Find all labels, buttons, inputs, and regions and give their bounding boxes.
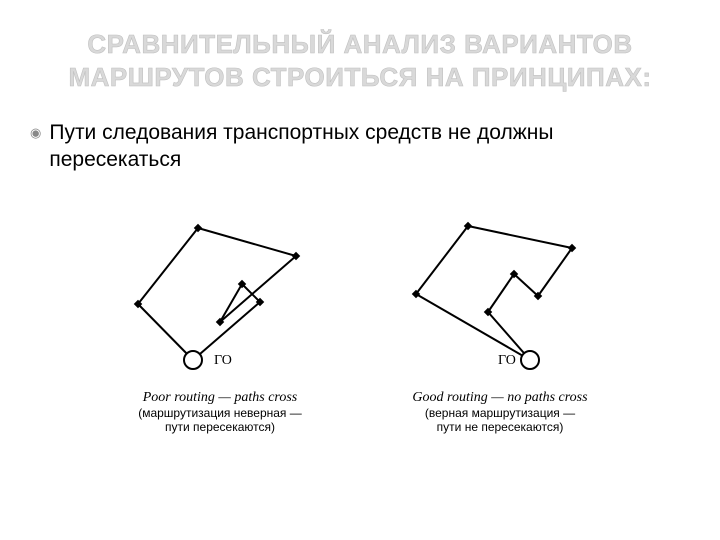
caption-poor: Poor routing — paths cross (маршрутизаци… bbox=[138, 390, 302, 435]
bullet-marker-icon: ◉ bbox=[30, 125, 41, 141]
caption-poor-en: Poor routing — paths cross bbox=[138, 390, 302, 406]
caption-good: Good routing — no paths cross (верная ма… bbox=[412, 390, 587, 435]
diagram-good-svg: ГО bbox=[390, 214, 610, 384]
caption-good-en: Good routing — no paths cross bbox=[412, 390, 587, 406]
svg-text:ГО: ГО bbox=[214, 353, 232, 368]
caption-poor-ru1: (маршрутизация неверная — bbox=[138, 406, 302, 420]
page-title: СРАВНИТЕЛЬНЫЙ АНАЛИЗ ВАРИАНТОВ МАРШРУТОВ… bbox=[0, 0, 720, 93]
diagram-good: ГО Good routing — no paths cross (верная… bbox=[390, 214, 610, 435]
bullet-text: Пути следования транспортных средств не … bbox=[49, 119, 660, 174]
svg-text:ГО: ГО bbox=[498, 353, 516, 368]
diagram-row: ГО Poor routing — paths cross (маршрутиз… bbox=[0, 214, 720, 435]
title-line-1: СРАВНИТЕЛЬНЫЙ АНАЛИЗ ВАРИАНТОВ bbox=[20, 28, 700, 61]
caption-poor-ru2: пути пересекаются) bbox=[138, 420, 302, 434]
diagram-poor: ГО Poor routing — paths cross (маршрутиз… bbox=[110, 214, 330, 435]
bullet-item: ◉ Пути следования транспортных средств н… bbox=[0, 119, 720, 174]
caption-good-ru1: (верная маршрутизация — bbox=[412, 406, 587, 420]
title-line-2: МАРШРУТОВ СТРОИТЬСЯ НА ПРИНЦИПАХ: bbox=[20, 61, 700, 94]
caption-good-ru2: пути не пересекаются) bbox=[412, 420, 587, 434]
diagram-poor-svg: ГО bbox=[110, 214, 330, 384]
